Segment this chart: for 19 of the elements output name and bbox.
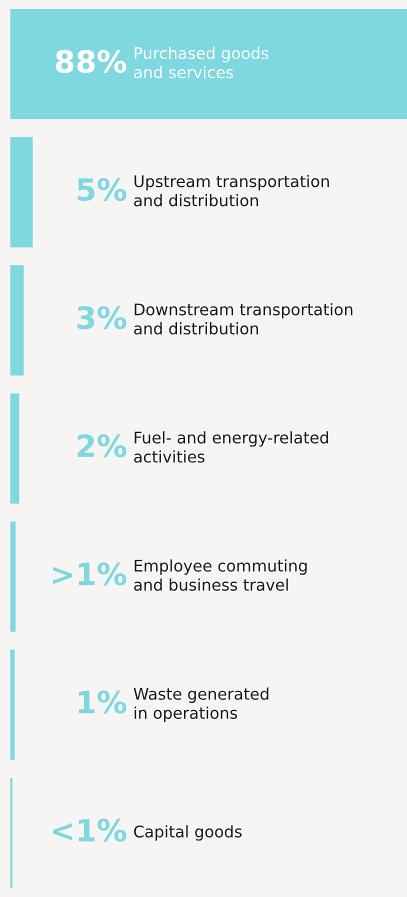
data-label: 5% bbox=[78, 178, 126, 202]
bar bbox=[10, 393, 20, 504]
data-label: >1% bbox=[52, 562, 126, 586]
data-label: 2% bbox=[78, 434, 126, 458]
bar bbox=[10, 8, 407, 120]
data-label: 3% bbox=[77, 306, 126, 330]
data-label: 88% bbox=[56, 50, 126, 73]
y-tick-label: Upstream transportation and distribution bbox=[134, 174, 329, 206]
y-tick-label: Waste generated in operations bbox=[134, 688, 268, 722]
y-tick-label: Fuel- and energy-related activities bbox=[134, 431, 328, 463]
y-tick-label: Downstream transportation and distribution bbox=[134, 303, 352, 335]
bar bbox=[10, 522, 16, 632]
y-tick-label: Capital goods bbox=[134, 825, 242, 841]
data-label: <1% bbox=[52, 818, 126, 842]
y-tick-label: Employee commuting and business travel bbox=[134, 559, 307, 591]
y-tick-label: Purchased goods and services bbox=[134, 46, 268, 78]
bar bbox=[10, 137, 33, 248]
bar bbox=[10, 265, 24, 376]
data-label: 1% bbox=[78, 690, 126, 714]
